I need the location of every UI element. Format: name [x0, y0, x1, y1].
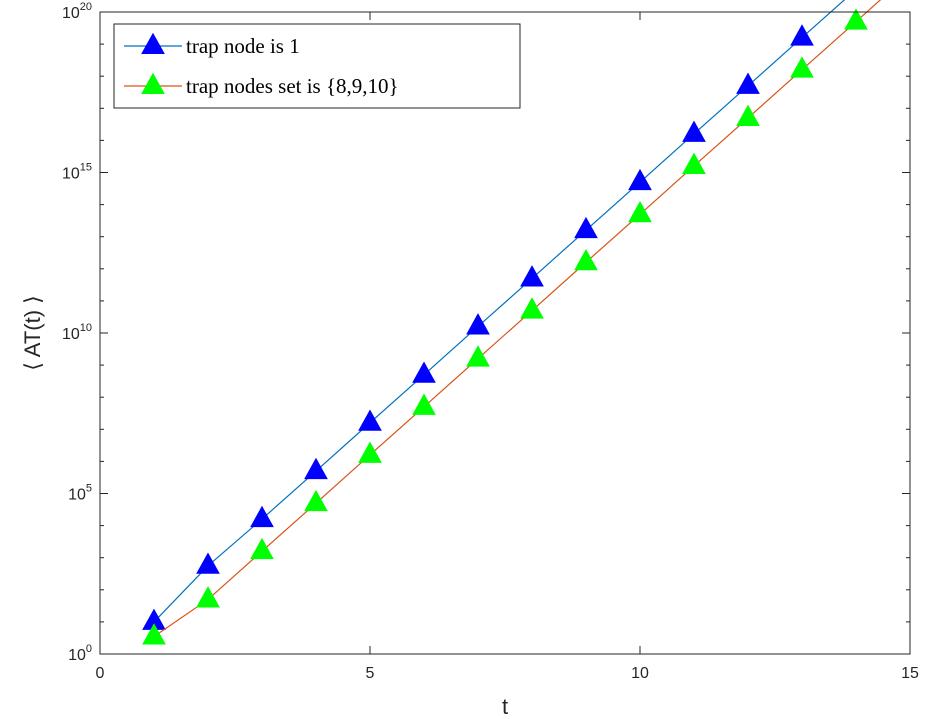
- legend-label-2: trap nodes set is {8,9,10}: [186, 74, 399, 98]
- legend-marker-2: [141, 72, 165, 95]
- series-2-marker: [466, 345, 490, 367]
- series-1-marker: [682, 120, 706, 142]
- legend-box: [113, 23, 521, 109]
- legend: trap node is 1 trap nodes set is {8,9,10}: [113, 23, 521, 109]
- series-1-marker: [520, 265, 544, 287]
- x-axis-label: t: [502, 694, 508, 719]
- series-2-marker: [196, 586, 220, 608]
- series-2-marker: [682, 152, 706, 174]
- series-1-marker: [250, 505, 274, 528]
- legend-marker-1: [141, 32, 165, 55]
- y-tick-label: 1020: [62, 1, 92, 22]
- series-2-marker: [358, 441, 382, 463]
- x-tick-label: 10: [631, 665, 649, 682]
- series-1-marker: [466, 313, 490, 335]
- y-tick-label: 105: [68, 483, 92, 504]
- series-1-marker: [628, 168, 652, 191]
- series-layer: [142, 0, 882, 645]
- legend-label-1: trap node is 1: [186, 34, 300, 58]
- series-1-marker: [304, 457, 328, 480]
- y-tick-label: 1010: [62, 322, 92, 343]
- series-2-marker: [412, 393, 436, 415]
- series-2-marker: [304, 489, 328, 512]
- series-2-marker: [142, 623, 166, 645]
- series-1-marker: [790, 24, 814, 46]
- y-axis-label: ⟨ AT(t) ⟩: [20, 295, 45, 370]
- x-tick-label: 15: [901, 665, 919, 682]
- series-2-marker: [844, 8, 868, 30]
- y-tick-label: 100: [68, 643, 92, 664]
- series-1-marker: [412, 361, 436, 383]
- series-2-marker: [736, 104, 760, 126]
- series-2-marker: [790, 56, 814, 78]
- series-1-marker: [196, 552, 220, 574]
- series-2-marker: [250, 537, 274, 560]
- plot-area: [100, 12, 910, 654]
- series-2-marker: [628, 200, 652, 223]
- x-tick-label: 0: [96, 665, 105, 682]
- x-tick-label: 5: [366, 665, 375, 682]
- series-1-marker: [358, 409, 382, 431]
- series-1-marker: [736, 72, 760, 94]
- series-2-marker: [520, 297, 544, 319]
- y-tick-label: 1015: [62, 162, 92, 183]
- series-2-marker: [574, 248, 598, 271]
- series-1-marker: [574, 216, 598, 239]
